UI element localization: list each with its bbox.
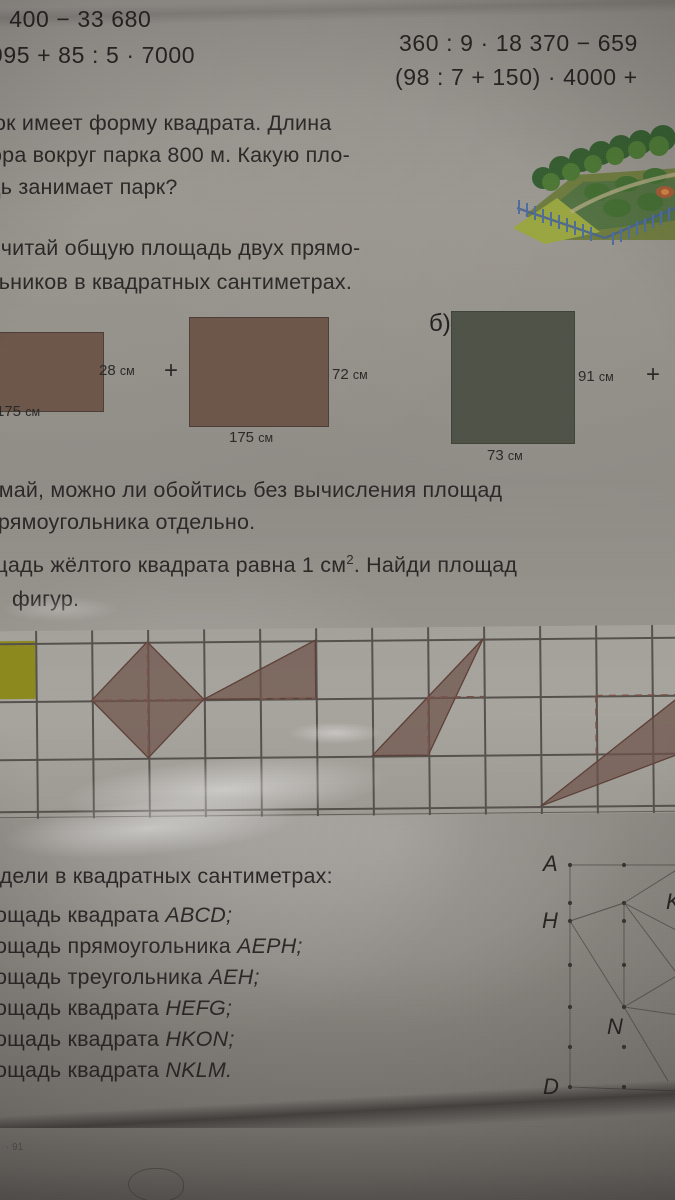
determine-item-6-prefix: лощадь квадрата: [0, 1058, 160, 1082]
rectangle-a-left-width-label: 175 см: [0, 403, 40, 420]
determine-item-1-figure: ABCD;: [165, 903, 233, 927]
plus-sign-2: +: [646, 361, 661, 388]
rectangle-a-right: [189, 317, 329, 427]
determine-item-5-prefix: лощадь квадрата: [0, 1027, 160, 1051]
rectangle-a-left: [0, 332, 104, 412]
rectangle-b-height-label: 91 см: [578, 368, 614, 385]
rectangle-b-green: [451, 311, 575, 444]
area-problem-line-1: считай общую площадь двух прямо-: [0, 236, 361, 260]
page-number-smudge: · 91: [6, 1142, 24, 1153]
rect-a-right-height-unit: см: [352, 368, 368, 382]
point-label-K: K: [666, 889, 675, 915]
determine-item-5: лощадь квадрата HKON;: [0, 1027, 235, 1052]
park-illustration-svg: [513, 125, 675, 245]
park-problem-line-2: ора вокруг парка 800 м. Какую пло-: [0, 143, 350, 167]
rect-a-left-width-value: 175: [0, 403, 22, 420]
determine-item-5-figure: HKON;: [165, 1027, 235, 1051]
determine-item-2-prefix: лощадь прямоугольника: [0, 934, 231, 958]
determine-problem-intro: едели в квадратных сантиметрах:: [0, 864, 333, 888]
rect-a-right-height-value: 72: [332, 366, 349, 383]
determine-item-4-figure: HEFG;: [165, 996, 233, 1020]
rect-b-width-unit: см: [507, 449, 523, 463]
math-expression-right-2: (98 : 7 + 150) · 4000 +: [395, 64, 638, 90]
rect-a-left-width-unit: см: [25, 405, 41, 419]
math-expression-left-1: · 400 − 33 680: [0, 6, 151, 33]
rectangle-b-width-label: 73 см: [487, 447, 523, 464]
determine-item-1: лощадь квадрата ABCD;: [0, 903, 232, 928]
dot-lattice-svg: [567, 862, 675, 1092]
rectangle-a-right-height-label: 72 см: [332, 366, 368, 383]
point-label-N: N: [607, 1014, 623, 1039]
hint-problem-line-2: прямоугольника отдельно.: [0, 510, 256, 534]
determine-item-4: лощадь квадрата HEFG;: [0, 996, 232, 1021]
park-illustration: [505, 120, 675, 245]
square-grid-figure-band: [0, 624, 675, 820]
underlying-sheet: [0, 1128, 675, 1200]
rect-b-height-value: 91: [578, 368, 595, 385]
park-problem-line-1: ок имеет форму квадрата. Длина: [0, 111, 332, 135]
rect-b-height-unit: см: [598, 370, 614, 384]
dot-lattice-diagram: [560, 855, 675, 1095]
determine-item-6: лощадь квадрата NKLM.: [0, 1058, 232, 1083]
area-problem-line-2: льников в квадратных сантиметрах.: [0, 270, 353, 294]
point-label-H: H: [542, 908, 558, 933]
determine-item-4-prefix: лощадь квадрата: [0, 996, 160, 1020]
rectangle-a-right-width-label: 175 см: [229, 429, 273, 446]
determine-item-1-prefix: лощадь квадрата: [0, 903, 160, 927]
part-b-marker: б): [429, 310, 451, 337]
plus-sign-1: +: [164, 357, 179, 384]
yellow-problem-part-1: щадь жёлтого квадрата равна 1 см: [0, 553, 347, 578]
yellow-problem-superscript: 2: [346, 552, 354, 567]
determine-item-2-figure: AEPH;: [237, 934, 303, 958]
grid-shapes-svg: [90, 638, 675, 807]
determine-item-6-figure: NKLM.: [165, 1058, 233, 1082]
determine-item-3: лощадь треугольника AEH;: [0, 965, 260, 990]
determine-item-3-prefix: лощадь треугольника: [0, 965, 203, 989]
determine-item-2: лощадь прямоугольника AEPH;: [0, 934, 303, 959]
yellow-square-problem-line-2: фигур.: [12, 587, 80, 611]
math-expression-left-2: 995 + 85 : 5 · 7000: [0, 42, 196, 68]
determine-item-3-figure: AEH;: [208, 965, 260, 989]
yellow-problem-part-2: . Найди площад: [353, 553, 518, 578]
rect-a-left-height-unit: см: [119, 364, 135, 378]
rect-a-right-width-unit: см: [258, 431, 274, 445]
rect-b-width-value: 73: [487, 447, 504, 464]
math-expression-right-1: 360 : 9 · 18 370 − 659: [399, 30, 638, 56]
yellow-square-problem-line-1: щадь жёлтого квадрата равна 1 см2. Найди…: [0, 552, 517, 578]
pencil-doodle: [128, 1168, 184, 1200]
park-problem-line-3: дь занимает парк?: [0, 175, 178, 199]
rect-a-left-height-value: 28: [99, 362, 116, 379]
rectangle-a-left-height-label: 28 см: [99, 362, 135, 379]
point-label-A: A: [543, 851, 558, 876]
hint-problem-line-1: умай, можно ли обойтись без вычисления п…: [0, 478, 503, 502]
rect-a-right-width-value: 175: [229, 429, 255, 446]
